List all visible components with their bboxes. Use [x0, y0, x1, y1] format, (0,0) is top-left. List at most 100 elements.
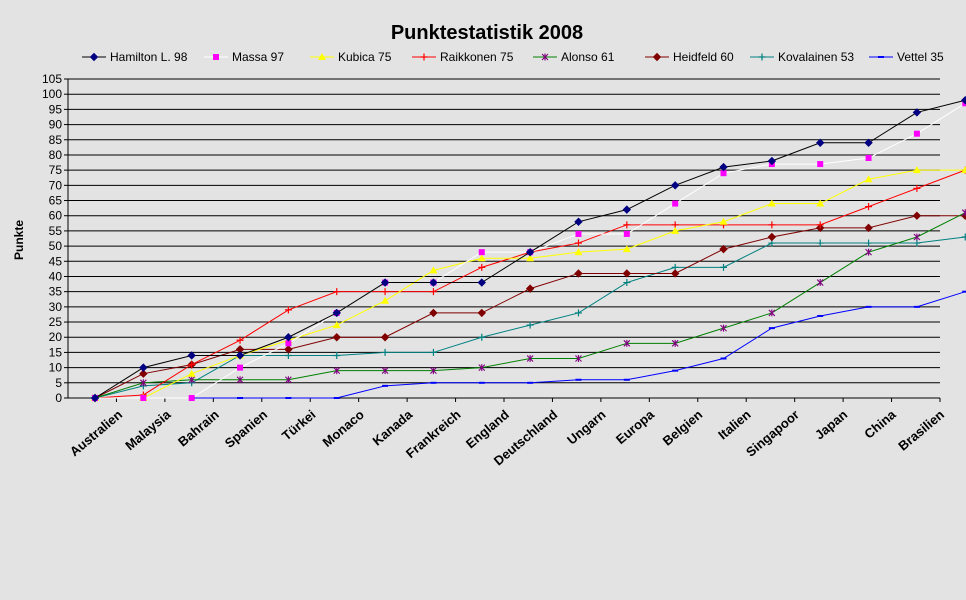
data-point	[768, 309, 776, 317]
data-point	[816, 239, 824, 247]
data-point	[758, 53, 766, 61]
data-point	[672, 200, 679, 207]
data-point	[767, 199, 776, 207]
data-point	[817, 161, 824, 168]
data-point	[623, 221, 631, 229]
data-point	[622, 269, 632, 278]
data-point	[429, 288, 437, 296]
data-point	[719, 217, 728, 225]
y-tick-label: 0	[55, 391, 62, 405]
data-point	[816, 279, 824, 287]
legend-label: Heidfeld 60	[673, 50, 734, 64]
data-point	[575, 230, 582, 237]
data-point	[816, 138, 825, 148]
y-tick-label: 75	[49, 163, 63, 177]
x-tick-label: Italien	[715, 407, 753, 443]
data-point	[864, 138, 873, 148]
x-tick-label: Spanien	[222, 407, 270, 451]
plot-area	[68, 79, 940, 398]
x-tick-label: Monaco	[320, 407, 367, 450]
data-point	[574, 239, 582, 247]
data-point	[477, 254, 486, 262]
data-point	[961, 233, 966, 241]
data-point	[961, 166, 966, 174]
data-point	[574, 309, 582, 317]
data-point	[622, 245, 631, 253]
data-point	[333, 288, 341, 296]
y-tick-label: 85	[49, 133, 63, 147]
y-tick-label: 45	[49, 254, 63, 268]
data-point	[767, 232, 777, 242]
data-point	[429, 278, 438, 287]
legend-label: Kubica 75	[338, 50, 392, 64]
legend-label: Hamilton L. 98	[110, 50, 188, 64]
y-tick-label: 5	[55, 376, 62, 390]
y-tick-label: 55	[49, 224, 63, 238]
data-point	[332, 308, 341, 318]
y-tick-label: 20	[49, 330, 63, 344]
data-point	[187, 369, 196, 377]
data-point	[574, 269, 583, 278]
data-point	[285, 340, 292, 347]
data-point	[477, 278, 486, 287]
data-point	[381, 288, 389, 296]
data-point	[89, 52, 99, 62]
data-point	[526, 355, 534, 363]
data-point	[90, 393, 100, 403]
y-tick-label: 15	[49, 345, 63, 359]
y-tick-label: 80	[49, 148, 63, 162]
data-point	[381, 367, 389, 375]
data-point	[865, 203, 873, 211]
x-tick-label: China	[861, 406, 899, 441]
data-point	[671, 339, 679, 347]
x-tick-label: Australien	[67, 407, 125, 459]
y-tick-label: 65	[49, 194, 63, 208]
data-point	[575, 355, 582, 363]
legend-label: Kovalainen 53	[778, 50, 854, 64]
data-point	[318, 53, 326, 60]
y-tick-label: 95	[49, 102, 63, 116]
x-tick-label: Malaysia	[122, 406, 174, 453]
legend-label: Vettel 35	[897, 50, 944, 64]
data-point	[420, 53, 428, 61]
data-point	[623, 339, 631, 347]
data-point	[478, 333, 486, 341]
series-hamilton	[90, 96, 966, 403]
data-point	[913, 130, 920, 137]
data-point	[526, 321, 534, 329]
data-point	[913, 239, 921, 247]
legend-item: Raikkonen 75	[412, 50, 514, 64]
data-point	[912, 108, 922, 117]
legend-item: Hamilton L. 98	[82, 50, 188, 64]
y-tick-label: 50	[49, 239, 63, 253]
data-point	[525, 284, 535, 293]
data-point	[865, 239, 873, 247]
y-tick-label: 90	[49, 118, 63, 132]
data-point	[188, 361, 196, 369]
data-point	[671, 226, 680, 234]
data-point	[429, 266, 438, 274]
x-tick-label: Kanada	[370, 406, 416, 448]
legend-item: Massa 97	[204, 50, 284, 64]
legend-item: Heidfeld 60	[645, 50, 734, 64]
data-point	[767, 156, 777, 166]
x-tick-label: Brasilien	[895, 407, 947, 454]
data-point	[719, 162, 728, 172]
data-point	[380, 333, 390, 342]
x-tick-label: Bahrain	[175, 407, 222, 450]
y-tick-label: 70	[49, 178, 63, 192]
y-tick-label: 40	[49, 269, 63, 283]
y-tick-label: 30	[49, 300, 63, 314]
data-point	[188, 376, 196, 384]
legend: Hamilton L. 98 Massa 97 Kubica 75 Raikkonen…	[82, 50, 944, 64]
data-point	[623, 230, 630, 237]
data-point	[622, 205, 632, 214]
data-point	[525, 247, 535, 257]
legend-item: Vettel 35	[869, 50, 944, 64]
data-point	[430, 367, 437, 375]
data-point	[768, 221, 776, 229]
data-point	[333, 367, 341, 375]
x-tick-label: Türkei	[279, 407, 319, 444]
legend-label: Alonso 61	[561, 50, 615, 64]
